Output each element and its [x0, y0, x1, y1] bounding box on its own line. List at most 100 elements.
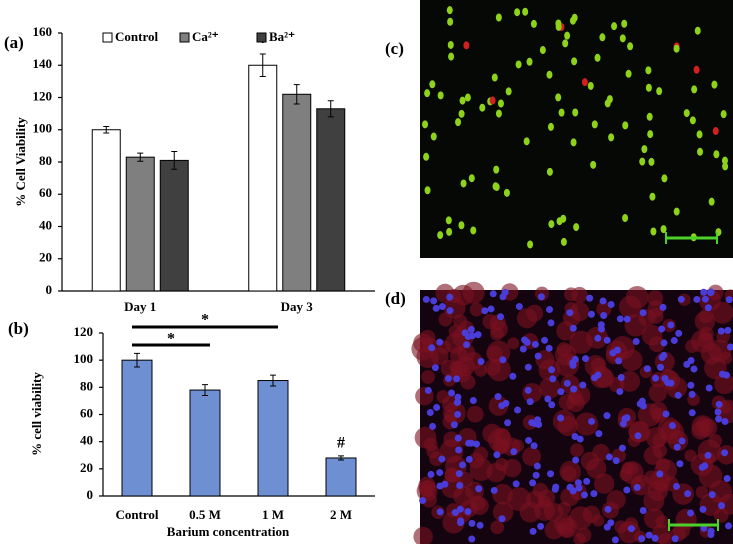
- bar: [121, 359, 153, 497]
- panel-label: (a): [4, 33, 24, 52]
- nucleus: [533, 462, 541, 470]
- nucleus: [499, 356, 507, 364]
- y-tick-label: 160: [33, 24, 53, 39]
- nucleus: [566, 309, 574, 317]
- cell: [698, 464, 723, 488]
- cell: [711, 80, 718, 89]
- nucleus: [548, 366, 556, 374]
- nucleus: [658, 354, 666, 362]
- nucleus: [459, 461, 467, 469]
- nucleus: [607, 301, 615, 309]
- cell: [591, 120, 598, 129]
- nucleus: [455, 470, 463, 478]
- cell: [648, 157, 655, 166]
- cell: [644, 470, 659, 486]
- cell: [464, 93, 471, 102]
- nucleus: [477, 358, 485, 366]
- nucleus: [586, 294, 594, 302]
- nucleus: [572, 456, 580, 464]
- cell: [558, 108, 565, 117]
- nucleus: [474, 331, 482, 339]
- nucleus: [436, 469, 444, 477]
- nucleus: [529, 479, 537, 487]
- nucleus: [510, 448, 518, 456]
- error-bar: [338, 455, 344, 461]
- cell: [590, 160, 597, 169]
- cell: [562, 39, 569, 48]
- nucleus: [463, 341, 471, 349]
- cell: [463, 41, 470, 50]
- nucleus: [457, 517, 465, 525]
- nucleus: [448, 389, 456, 397]
- nucleus: [591, 374, 599, 382]
- cell: [571, 57, 578, 66]
- bar: [257, 380, 289, 497]
- cell: [599, 33, 606, 42]
- cell: [493, 165, 500, 174]
- x-tick-label: 2 M: [330, 507, 352, 522]
- cell: [652, 433, 666, 448]
- nucleus: [603, 412, 611, 420]
- cell: [625, 69, 632, 78]
- cell: [574, 412, 599, 436]
- nucleus: [456, 481, 464, 489]
- nucleus: [639, 402, 647, 410]
- nucleus: [433, 403, 441, 411]
- nucleus: [656, 470, 664, 478]
- cell: [438, 312, 453, 327]
- nucleus: [571, 432, 579, 440]
- nucleus: [588, 417, 596, 425]
- nucleus: [698, 463, 706, 471]
- cell: [424, 186, 431, 195]
- cell: [650, 227, 657, 236]
- legend-swatch: [179, 32, 190, 43]
- nucleus: [487, 305, 495, 313]
- cell: [708, 197, 715, 206]
- nucleus: [633, 484, 641, 492]
- nucleus: [676, 460, 684, 468]
- error-bar: [293, 84, 300, 105]
- y-tick-label: 140: [33, 56, 53, 71]
- cell: [495, 13, 502, 22]
- y-tick-label: 60: [80, 405, 93, 420]
- cell: [721, 156, 728, 165]
- cell: [575, 527, 592, 543]
- cell: [487, 358, 511, 382]
- nucleus: [645, 531, 653, 539]
- nucleus: [454, 398, 462, 406]
- cell: [627, 42, 634, 51]
- bar: [91, 129, 121, 292]
- cell: [621, 19, 628, 28]
- nucleus: [687, 509, 695, 517]
- nucleus: [426, 408, 434, 416]
- cell: [530, 19, 537, 28]
- cell: [559, 460, 582, 483]
- cell: [414, 426, 437, 449]
- nucleus: [468, 519, 476, 527]
- panel-label: (b): [8, 319, 29, 338]
- cell: [569, 330, 593, 354]
- nucleus: [429, 422, 437, 430]
- cell: [648, 383, 668, 403]
- nucleus: [634, 432, 642, 440]
- nucleus: [547, 470, 555, 478]
- nucleus: [502, 399, 510, 407]
- nucleus: [549, 375, 557, 383]
- nucleus: [662, 410, 670, 418]
- cell: [655, 515, 669, 529]
- nucleus: [475, 485, 483, 493]
- cell: [489, 96, 496, 105]
- cell: [437, 91, 444, 100]
- cell: [622, 214, 629, 223]
- nucleus: [541, 336, 549, 344]
- nucleus: [444, 375, 452, 383]
- nucleus: [455, 446, 463, 454]
- cell: [714, 373, 733, 395]
- cell: [722, 162, 729, 171]
- cell: [522, 7, 529, 16]
- cell: [492, 501, 514, 523]
- legend-swatch: [256, 32, 267, 43]
- nucleus: [514, 406, 522, 414]
- nucleus: [438, 303, 446, 311]
- cell: [421, 370, 435, 384]
